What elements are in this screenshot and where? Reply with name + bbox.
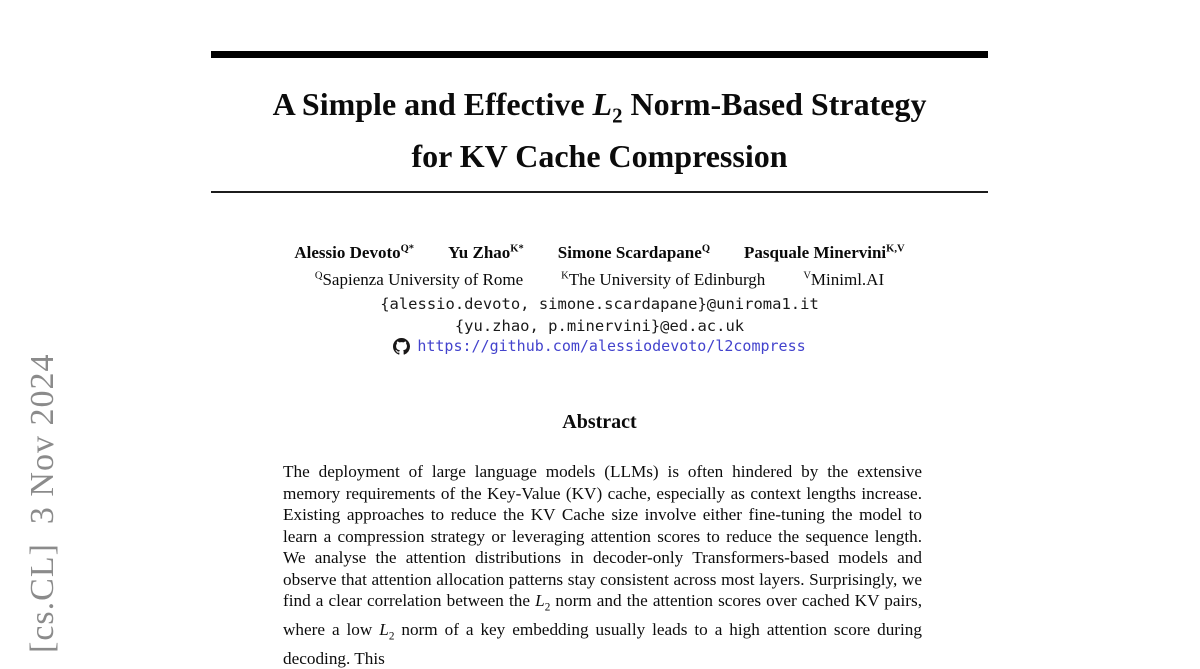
- header-rule-thick: [211, 51, 988, 58]
- author-affil-marker: K*: [510, 243, 524, 255]
- author-name: Simone ScardapaneQ: [558, 243, 710, 263]
- math-L-symbol: L: [535, 591, 545, 610]
- affiliation: VMiniml.AI: [803, 270, 884, 290]
- title-text: A Simple and Effective: [272, 86, 593, 122]
- author-name-text: Pasquale Minervini: [744, 243, 887, 262]
- author-name: Pasquale MinerviniK,V: [744, 243, 905, 263]
- paper-page: [cs.CL] 3 Nov 2024 A Simple and Effectiv…: [24, 51, 988, 668]
- author-affil-marker: Q*: [400, 243, 415, 255]
- affiliation: KThe University of Edinburgh: [561, 270, 765, 290]
- author-affil-marker: Q: [701, 243, 711, 255]
- abstract-text: The deployment of large language models …: [283, 461, 922, 669]
- math-L-symbol: L: [379, 619, 389, 639]
- arxiv-watermark: [cs.CL] 3 Nov 2024: [24, 353, 61, 653]
- github-icon: [393, 337, 411, 355]
- math-L-symbol: L: [592, 86, 613, 122]
- author-name-text: Simone Scardapane: [557, 243, 702, 262]
- abstract-heading: Abstract: [562, 411, 637, 433]
- email-line-2: {yu.zhao, p.minervini}@ed.ac.uk: [454, 317, 745, 335]
- email-line-1: {alessio.devoto, simone.scardapane}@unir…: [380, 295, 819, 313]
- repo-link[interactable]: https://github.com/alessiodevoto/l2compr…: [417, 337, 806, 355]
- paper-title: A Simple and Effective L2 Norm-Based Str…: [211, 84, 988, 176]
- title-rule-thin: [211, 191, 988, 193]
- author-name-text: Alessio Devoto: [294, 243, 401, 262]
- affil-name: The University of Edinburgh: [568, 270, 766, 289]
- math-L-subscript: 2: [544, 601, 551, 614]
- affiliation: QSapienza University of Rome: [315, 270, 523, 290]
- title-text: Norm-Based Strategy: [622, 86, 927, 122]
- author-name: Yu ZhaoK*: [448, 243, 524, 263]
- math-L-subscript: 2: [612, 104, 623, 128]
- title-line-1: A Simple and Effective L2 Norm-Based Str…: [211, 84, 988, 136]
- affil-name: Sapienza University of Rome: [322, 270, 524, 289]
- abstract-text-part: norm and the attention scores over cache…: [283, 591, 922, 639]
- author-row: Alessio DevotoQ* Yu ZhaoK* Simone Scarda…: [211, 243, 988, 263]
- math-L-subscript: 2: [388, 630, 395, 643]
- abstract-text-part: The deployment of large language models …: [283, 462, 922, 610]
- affil-name: Miniml.AI: [810, 270, 885, 289]
- author-affil-marker: K,V: [886, 243, 905, 255]
- repo-link-row: https://github.com/alessiodevoto/l2compr…: [211, 337, 988, 355]
- affiliation-row: QSapienza University of Rome KThe Univer…: [211, 270, 988, 290]
- author-name: Alessio DevotoQ*: [294, 243, 414, 263]
- affil-marker: Q: [314, 270, 323, 282]
- title-line-2: for KV Cache Compression: [411, 138, 788, 175]
- affil-marker: V: [803, 270, 811, 282]
- author-name-text: Yu Zhao: [448, 243, 511, 262]
- affil-marker: K: [561, 270, 569, 282]
